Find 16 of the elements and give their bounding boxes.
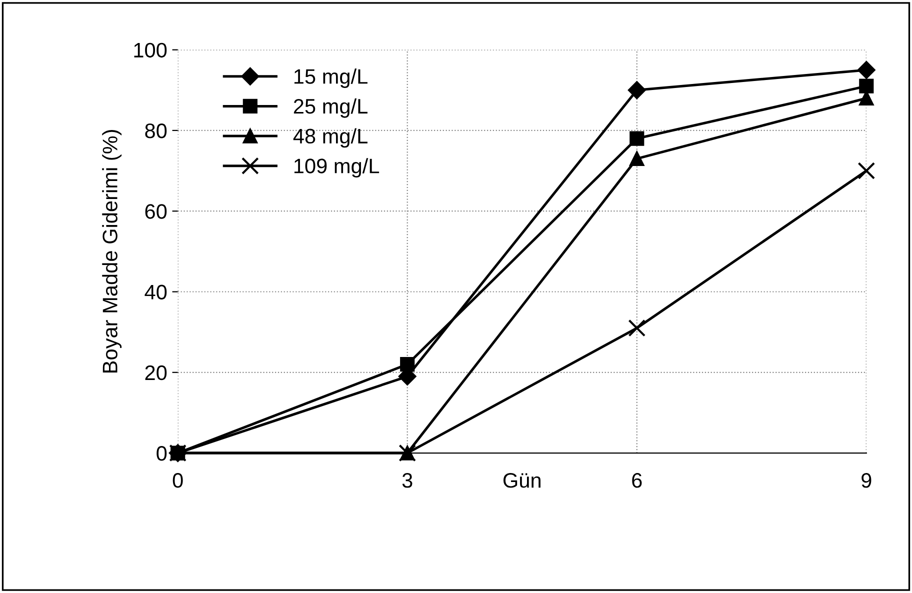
y-tick-label: 100 [134, 42, 167, 58]
y-tick-label: 80 [145, 123, 167, 138]
y-axis-title: Boyar Madde Giderimi (%) [102, 130, 122, 372]
x-tick-label: 9 [862, 473, 872, 488]
x-axis-title: Gün [503, 473, 540, 488]
x-tick-label: 6 [632, 473, 642, 488]
x-tick-label: 3 [402, 473, 412, 488]
y-tick-label: 0 [156, 446, 167, 461]
legend-label: 109 mg/L [294, 158, 380, 178]
y-tick-label: 60 [145, 204, 167, 219]
legend-label: 15 mg/L [294, 68, 368, 88]
legend-label: 48 mg/L [293, 128, 368, 148]
legend-label: 25 mg/L [294, 98, 368, 118]
x-tick-label: 0 [172, 473, 183, 488]
y-tick-label: 40 [144, 284, 167, 300]
y-tick-label: 20 [145, 365, 167, 380]
